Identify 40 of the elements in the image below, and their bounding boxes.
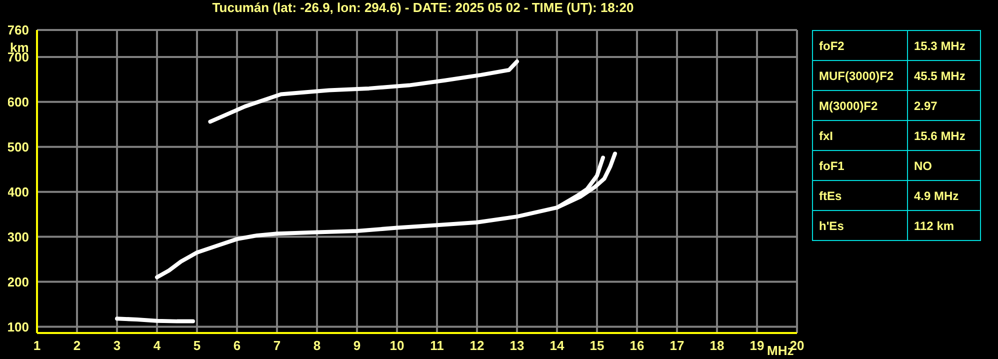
text: 15.6 MHz <box>908 120 980 150</box>
text: ftEs <box>812 180 908 210</box>
text: 2.97 <box>908 90 980 120</box>
y-tick-label: 300 <box>7 229 29 244</box>
x-tick-label: 11 <box>430 338 444 354</box>
x-tick-label: 9 <box>353 338 361 354</box>
x-tick-label: 18 <box>710 338 724 354</box>
text: fxI <box>812 120 908 150</box>
x-tick-label: 6 <box>233 338 241 354</box>
text: 112 km <box>908 210 980 240</box>
text: 45.5 MHz <box>908 60 980 90</box>
y-tick-label: 500 <box>7 140 29 154</box>
x-tick-label: 12 <box>470 338 484 354</box>
x-tick-label: 14 <box>550 338 565 354</box>
x-tick-label: 17 <box>670 338 684 354</box>
x-tick-label: 10 <box>390 338 404 354</box>
text: h'Es <box>812 210 908 240</box>
x-tick-label: 5 <box>193 338 201 354</box>
text: 4.9 MHz <box>908 180 980 210</box>
x-tick-label: 13 <box>510 338 524 354</box>
y-tick-label: 600 <box>7 94 29 110</box>
y-tick-label: 100 <box>7 319 29 334</box>
x-tick-label: 19 <box>750 338 764 354</box>
text: NO <box>908 150 980 180</box>
text: foF2 <box>812 30 908 60</box>
x-tick-label: 16 <box>630 338 644 354</box>
x-tick-label: 4 <box>153 338 162 354</box>
y-tick-label: 200 <box>7 274 29 290</box>
text: foF1 <box>812 150 908 180</box>
text: MUF(3000)F2 <box>812 60 908 90</box>
x-tick-label: 1 <box>33 338 41 354</box>
chart-title: Tucumán (lat: -26.9, lon: 294.6) - DATE: 2025 05 02 - TIME (UT): 18:20 <box>211 0 635 15</box>
text: M(3000)F2 <box>812 90 908 120</box>
x-tick-label: 3 <box>113 338 121 354</box>
text: 15.3 MHz <box>908 30 980 60</box>
x-tick-label: 15 <box>590 338 604 354</box>
x-tick-label: 7 <box>273 338 281 354</box>
x-tick-label: 8 <box>313 338 321 354</box>
x-tick-label: 2 <box>73 338 81 354</box>
y-tick-label: 760 <box>7 22 29 38</box>
